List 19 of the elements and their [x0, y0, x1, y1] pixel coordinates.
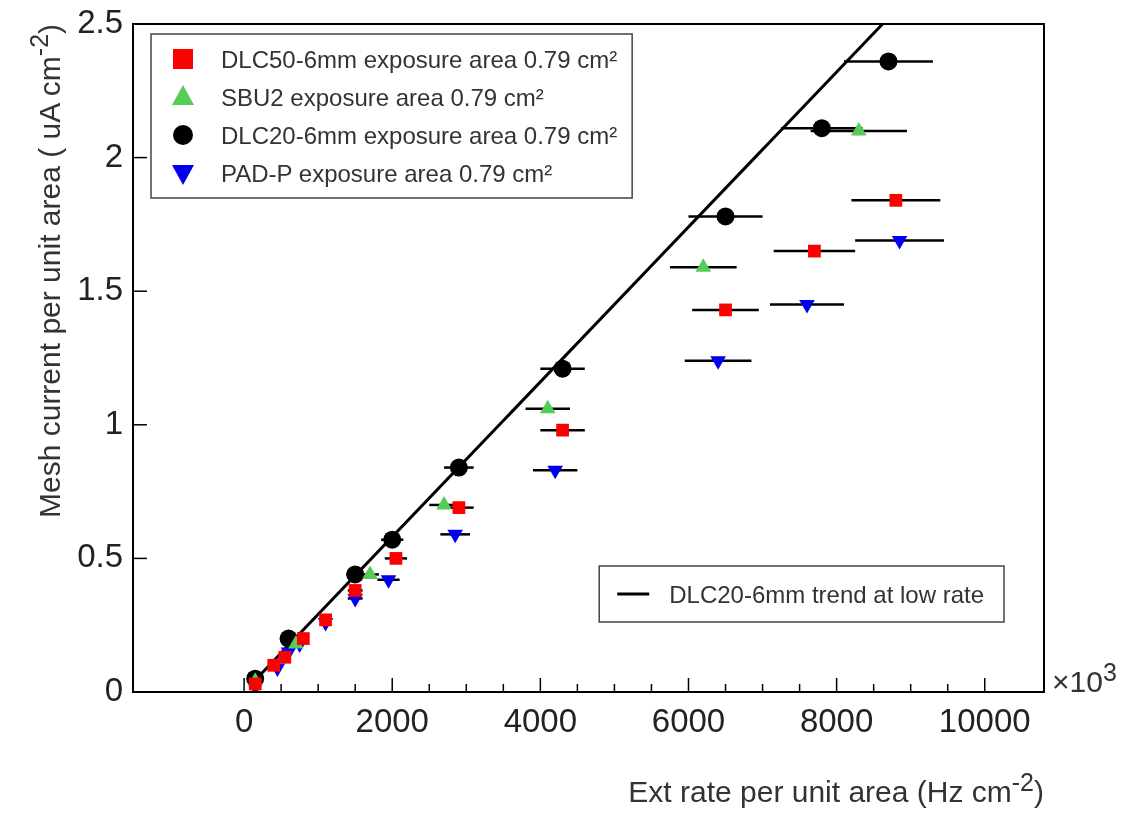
y-tick-label: 0.5	[77, 537, 123, 575]
x-tick-label: 10000	[938, 702, 1031, 739]
legend-label: SBU2 exposure area 0.79 cm²	[221, 84, 544, 111]
legend-label: DLC20-6mm trend at low rate	[669, 581, 985, 608]
legend-label: DLC50-6mm exposure area 0.79 cm²	[221, 46, 618, 73]
x-tick-label: 4000	[503, 702, 578, 739]
x-tick-label: 0	[234, 702, 254, 739]
text: ×10$^{3}$	[1052, 657, 1117, 700]
y-tick-label: 0	[104, 671, 123, 709]
legend-label: DLC20-6mm exposure area 0.79 cm²	[221, 122, 618, 149]
x-tick-label: 2000	[355, 702, 429, 739]
y-tick-label: 1.5	[77, 270, 123, 308]
legend-label: PAD-P exposure area 0.79 cm²	[221, 160, 553, 187]
x-tick-label: 8000	[799, 702, 874, 739]
x-tick-label: 6000	[651, 702, 726, 739]
x-axis-title: Ext rate per unit area (Hz cm$^{-2}$)	[628, 767, 1044, 810]
y-tick-label: 1	[104, 403, 123, 441]
y-tick-label: 2	[104, 136, 123, 174]
y-tick-label: 2.5	[77, 3, 123, 41]
